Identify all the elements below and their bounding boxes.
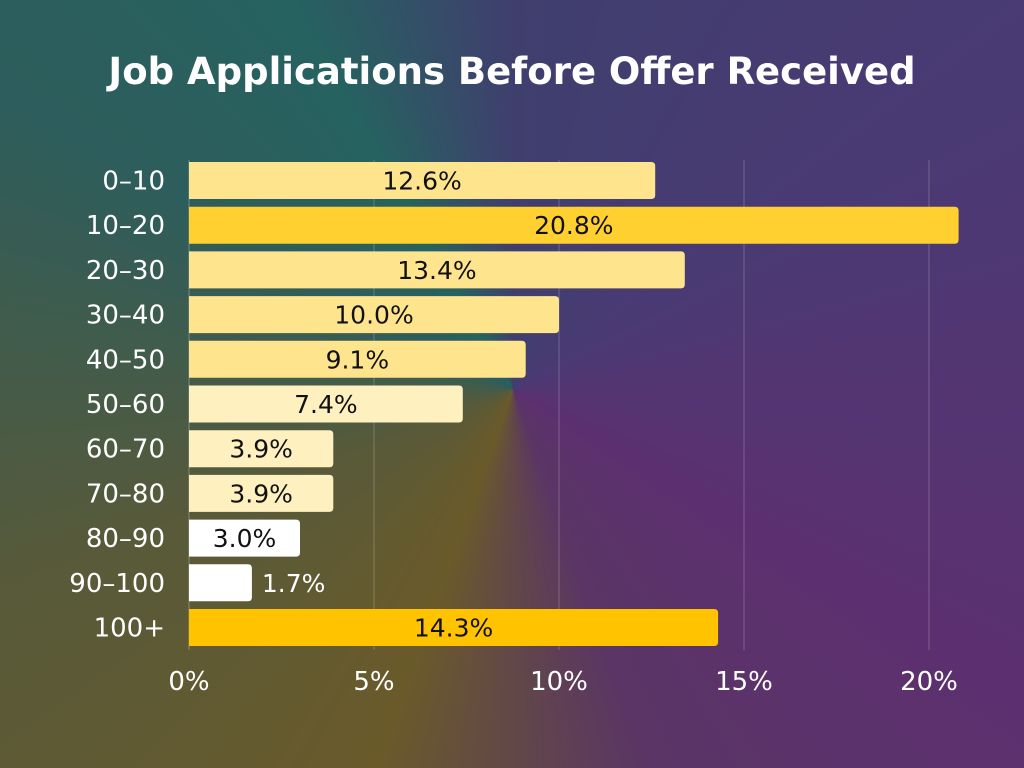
y-tick-label: 60–70 <box>86 435 165 465</box>
data-label: 1.7% <box>262 569 326 598</box>
y-tick-label: 70–80 <box>86 479 165 509</box>
y-tick-label: 10–20 <box>86 211 165 241</box>
bar <box>189 162 656 199</box>
y-tick-label: 50–60 <box>86 390 165 420</box>
bar <box>189 564 252 602</box>
bar <box>189 609 719 646</box>
data-label: 3.0% <box>213 524 277 553</box>
data-label: 10.0% <box>334 301 413 330</box>
y-tick-label: 30–40 <box>86 301 165 331</box>
data-label: 13.4% <box>397 256 476 285</box>
y-tick-label: 80–90 <box>86 524 165 554</box>
y-tick-label: 90–100 <box>69 569 165 599</box>
x-tick-label: 10% <box>530 667 588 697</box>
y-tick-label: 20–30 <box>86 256 165 286</box>
bar <box>189 296 559 334</box>
bar <box>189 474 334 512</box>
data-label: 3.9% <box>229 435 293 464</box>
x-tick-label: 20% <box>900 667 958 697</box>
y-tick-label: 100+ <box>94 614 165 644</box>
x-tick-label: 15% <box>715 667 773 697</box>
data-label: 3.9% <box>229 479 293 508</box>
bar <box>189 340 526 378</box>
bar <box>189 251 685 289</box>
chart-title: Job Applications Before Offer Received <box>108 50 916 93</box>
data-label: 7.4% <box>294 390 358 419</box>
data-label: 9.1% <box>326 345 390 374</box>
data-label: 14.3% <box>414 614 493 643</box>
x-tick-label: 0% <box>168 667 209 697</box>
bar <box>189 385 463 423</box>
data-label: 12.6% <box>382 167 461 196</box>
data-label: 20.8% <box>534 211 613 240</box>
y-tick-label: 0–10 <box>102 167 165 197</box>
bar <box>189 206 959 244</box>
x-tick-label: 5% <box>353 667 394 697</box>
bar <box>189 430 334 468</box>
y-tick-label: 40–50 <box>86 345 165 375</box>
bar <box>189 519 300 557</box>
